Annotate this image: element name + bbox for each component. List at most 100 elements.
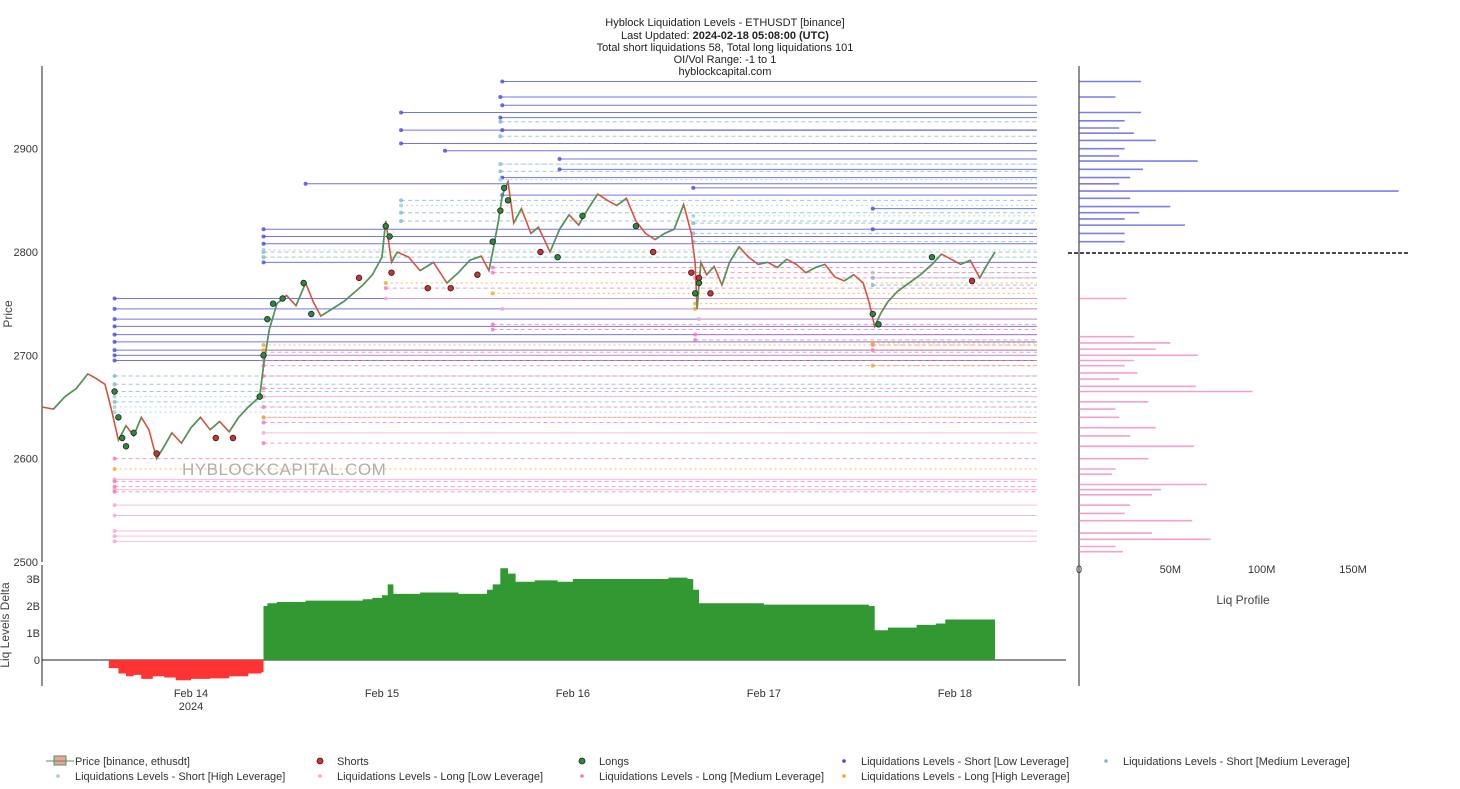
long-marker <box>489 238 496 245</box>
price-up-segment <box>457 259 471 274</box>
price-up-segment <box>879 301 889 315</box>
price-up-segment <box>331 300 345 310</box>
profile-axis-title: Liq Profile <box>1216 593 1270 607</box>
liquidation-level-origin <box>399 210 404 215</box>
profile-tick-label: 50M <box>1160 564 1181 576</box>
delta-tick-label: 2B <box>27 601 40 613</box>
liquidation-level-origin <box>112 306 117 311</box>
liquidation-level-origin <box>399 141 404 146</box>
liquidation-level-origin <box>490 270 495 275</box>
price-panel: 2500 2600 2700 2800 2900 Price HYBLOCKCAPITA… <box>1 66 1037 569</box>
short-marker <box>153 450 160 457</box>
liquidation-level-origin <box>261 348 266 353</box>
liquidation-level-origin <box>870 206 875 211</box>
legend-level-symbol <box>842 759 846 763</box>
short-marker <box>388 269 395 276</box>
long-marker <box>300 279 307 287</box>
delta-tick-label: 0 <box>34 655 40 667</box>
short-marker <box>355 274 363 282</box>
legend-level-symbol <box>1104 759 1108 763</box>
price-up-segment <box>728 246 740 263</box>
liquidation-level-origin <box>112 324 117 329</box>
short-marker <box>707 290 714 297</box>
price-up-segment <box>155 445 165 460</box>
price-up-segment <box>908 274 921 284</box>
price-tick-label: 2600 <box>14 454 38 466</box>
long-marker <box>500 184 508 192</box>
liquidation-level-origin <box>870 227 875 232</box>
liquidation-level-origin <box>399 198 404 203</box>
price-up-segment <box>262 329 271 366</box>
liquidation-level-origin <box>691 221 696 226</box>
liquidation-level-origin <box>399 128 404 133</box>
legend-label: Liquidations Levels - Short [Medium Leve… <box>1123 756 1350 768</box>
short-marker <box>474 271 481 278</box>
liquidation-level-origin <box>498 134 503 139</box>
price-up-segment <box>180 427 192 444</box>
price-up-segment <box>419 261 434 272</box>
x-tick-label: Feb 17 <box>747 688 781 700</box>
liquidation-level-origin <box>500 306 505 311</box>
liquidation-level-origin <box>261 247 266 252</box>
price-up-segment <box>979 264 989 279</box>
liquidation-level-origin <box>261 260 266 265</box>
long-marker <box>115 414 122 421</box>
legend-label: Liquidations Levels - Long [Medium Lever… <box>599 771 824 783</box>
legend-label: Longs <box>599 756 629 768</box>
liquidation-level-origin <box>261 441 266 446</box>
liquidation-level-origin <box>261 405 266 409</box>
price-up-segment <box>673 204 685 230</box>
price-y-ticks: 2500 2600 2700 2800 2900 <box>14 144 38 569</box>
liquidation-level-origin <box>261 415 266 420</box>
x-tick-sublabel: 2024 <box>179 701 203 713</box>
site-name: hyblockcapital.com <box>679 66 772 78</box>
price-up-segment <box>960 259 971 266</box>
long-marker <box>111 388 118 395</box>
liquidation-level-origin <box>870 348 875 353</box>
long-marker <box>386 233 393 240</box>
price-up-segment <box>897 282 910 292</box>
liquidation-level-origin <box>261 255 266 260</box>
short-marker <box>229 434 237 442</box>
long-marker <box>695 279 703 287</box>
liquidation-level-origin <box>261 234 266 239</box>
short-marker <box>695 274 703 282</box>
liquidation-level-origin <box>261 227 266 232</box>
price-up-segment <box>776 258 788 269</box>
liquidation-level-origin <box>399 203 404 208</box>
price-up-segment <box>919 263 933 276</box>
liquidation-level-origin <box>490 327 495 332</box>
price-up-segment <box>843 274 855 282</box>
long-marker <box>869 310 876 318</box>
long-marker <box>269 300 277 307</box>
short-marker <box>424 284 431 292</box>
liquidation-level-origin <box>498 95 503 99</box>
legend-level-symbol <box>318 774 322 778</box>
liquidation-level-origin <box>490 265 495 270</box>
price-axis-title: Price <box>1 300 15 328</box>
long-marker <box>308 310 315 318</box>
price-up-segment <box>268 303 278 330</box>
delta-axis-title: Liq Levels Delta <box>0 582 12 668</box>
legend-label: Price [binance, ethusdt] <box>75 756 190 768</box>
price-up-segment <box>931 253 943 265</box>
legend-level-symbol <box>56 774 60 778</box>
liquidation-level-origin <box>112 332 117 337</box>
profile-tick-label: 150M <box>1339 564 1367 576</box>
long-marker <box>504 197 512 204</box>
price-up-segment <box>469 255 482 262</box>
liquidation-level-origin <box>490 322 495 327</box>
liquidation-level-origin <box>442 148 447 153</box>
long-marker <box>928 253 936 261</box>
liquidation-level-origin <box>498 177 503 182</box>
long-marker <box>119 434 126 442</box>
liquidation-level-origin <box>112 534 117 539</box>
price-up-segment <box>530 226 540 235</box>
liquidation-levels <box>112 79 1037 544</box>
liquidation-level-origin <box>112 374 117 378</box>
price-up-segment <box>558 214 570 230</box>
liquidation-level-origin <box>112 399 117 404</box>
liquidation-level-origin <box>500 103 505 108</box>
long-marker <box>632 222 640 230</box>
